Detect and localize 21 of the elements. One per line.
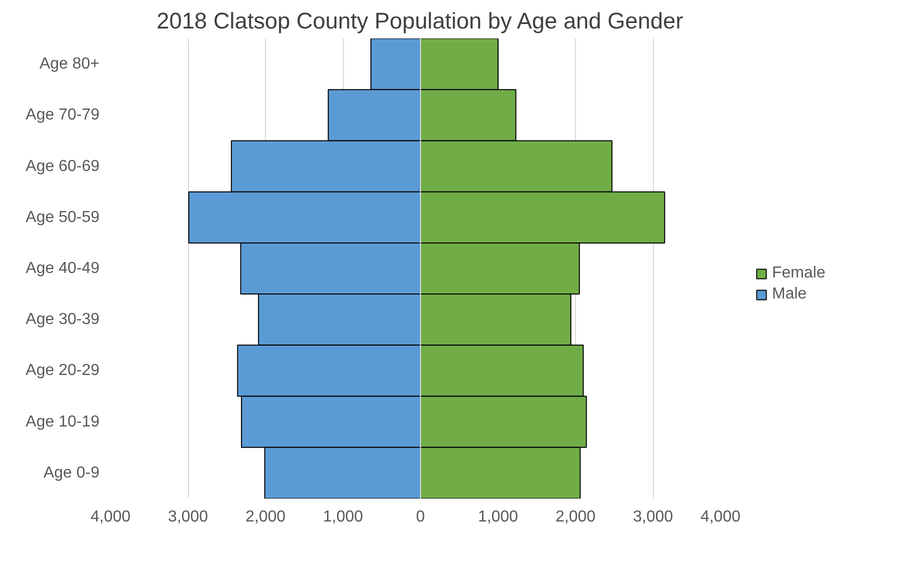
x-tick-label: 4,000 xyxy=(700,508,741,526)
legend-label: Male xyxy=(772,286,807,304)
x-tick-label: 3,000 xyxy=(632,508,674,526)
x-tick-label: 4,000 xyxy=(90,508,131,526)
y-tick-label: Age 10-19 xyxy=(26,413,100,430)
x-tick-label: 2,000 xyxy=(555,508,596,526)
y-tick-label: Age 40-49 xyxy=(26,260,100,277)
y-tick-label: Age 50-59 xyxy=(26,208,100,226)
x-tick-label: 0 xyxy=(416,508,426,526)
x-tick-label: 1,000 xyxy=(322,508,364,526)
y-tick-label: Age 0-9 xyxy=(43,464,100,482)
y-tick-label: Age 70-79 xyxy=(26,106,100,124)
y-tick-label: Age 20-29 xyxy=(26,362,100,380)
chart-title: 2018 Clatsop County Population by Age and Gender xyxy=(156,8,684,34)
x-tick-label: 2,000 xyxy=(245,508,286,526)
y-tick-label: Age 30-39 xyxy=(26,311,100,328)
x-tick-label: 3,000 xyxy=(168,508,208,526)
y-tick-label: Age 80+ xyxy=(39,56,100,73)
x-tick-label: 1,000 xyxy=(478,508,518,526)
legend-label: Female xyxy=(772,264,826,282)
y-tick-label: Age 60-69 xyxy=(26,158,100,175)
